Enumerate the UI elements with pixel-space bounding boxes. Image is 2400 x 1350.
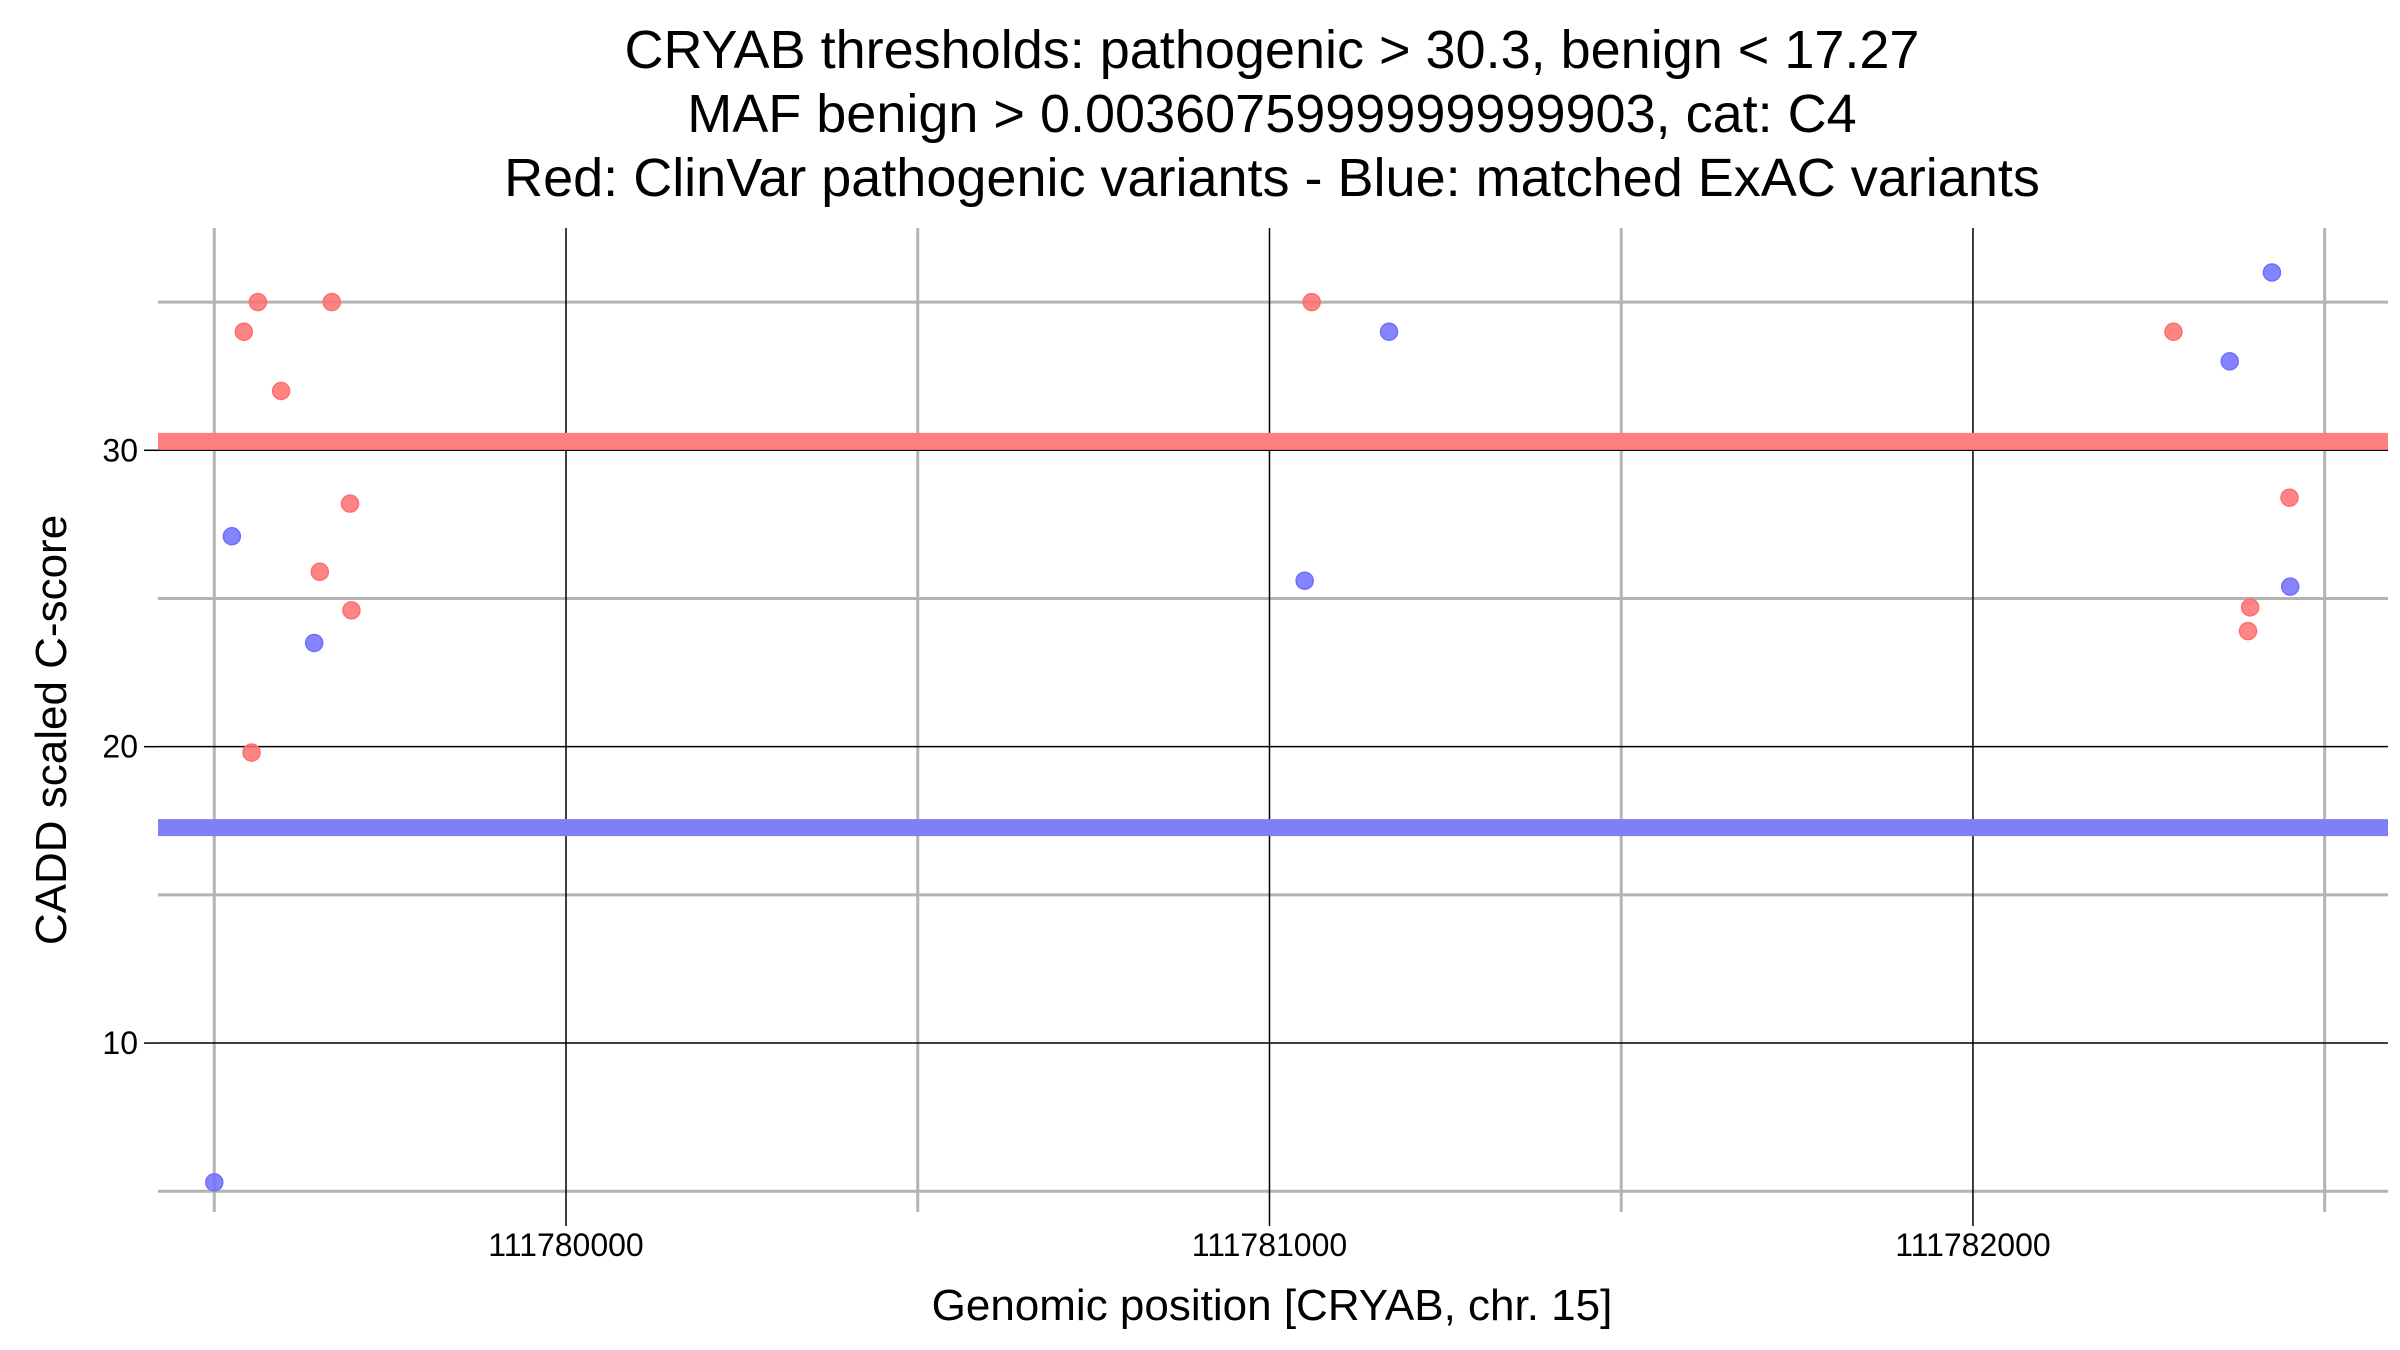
- major-grid: [158, 228, 2388, 1212]
- clinvar-pathogenic-point: [248, 292, 268, 312]
- data-points: [205, 263, 2300, 1192]
- clinvar-pathogenic-point: [322, 292, 342, 312]
- chart-title: CRYAB thresholds: pathogenic > 30.3, ben…: [504, 20, 2040, 208]
- y-tick-label: 30: [102, 432, 138, 468]
- exac-matched-point: [2262, 263, 2282, 282]
- x-tick-label: 111780000: [488, 1227, 643, 1263]
- exac-matched-point: [1379, 322, 1399, 341]
- axes: 10 20 30 111780000 111781000 111782000: [102, 432, 2050, 1263]
- clinvar-pathogenic-point: [1302, 292, 1321, 312]
- title-line-2: MAF benign > 0.0036075999999999903, cat:…: [687, 84, 1856, 144]
- clinvar-pathogenic-point: [342, 601, 361, 620]
- x-tick-label: 111781000: [1192, 1227, 1347, 1263]
- exac-matched-point: [205, 1173, 224, 1192]
- x-axis-title: Genomic position [CRYAB, chr. 15]: [932, 1281, 1613, 1330]
- exac-matched-point: [304, 633, 324, 653]
- title-line-1: CRYAB thresholds: pathogenic > 30.3, ben…: [625, 20, 1920, 80]
- y-axis-title: CADD scaled C-score: [27, 515, 76, 945]
- clinvar-pathogenic-point: [2240, 598, 2260, 617]
- title-line-3: Red: ClinVar pathogenic variants - Blue:…: [504, 148, 2040, 208]
- clinvar-pathogenic-point: [271, 381, 291, 401]
- exac-matched-point: [2220, 352, 2239, 371]
- clinvar-pathogenic-point: [2164, 322, 2183, 341]
- clinvar-pathogenic-point: [2238, 621, 2258, 641]
- clinvar-pathogenic-point: [242, 743, 261, 762]
- clinvar-pathogenic-point: [340, 494, 360, 513]
- exac-matched-point: [2280, 577, 2300, 596]
- x-tick-label: 111782000: [1895, 1227, 2050, 1263]
- threshold-lines: [158, 432, 2388, 837]
- clinvar-pathogenic-point: [310, 562, 330, 582]
- y-tick-label: 20: [102, 729, 138, 765]
- clinvar-pathogenic-point: [2280, 488, 2299, 507]
- y-tick-label: 10: [102, 1025, 138, 1061]
- minor-grid: [158, 228, 2388, 1212]
- exac-matched-point: [1295, 571, 1314, 590]
- exac-matched-point: [222, 526, 242, 546]
- clinvar-pathogenic-point: [234, 322, 254, 341]
